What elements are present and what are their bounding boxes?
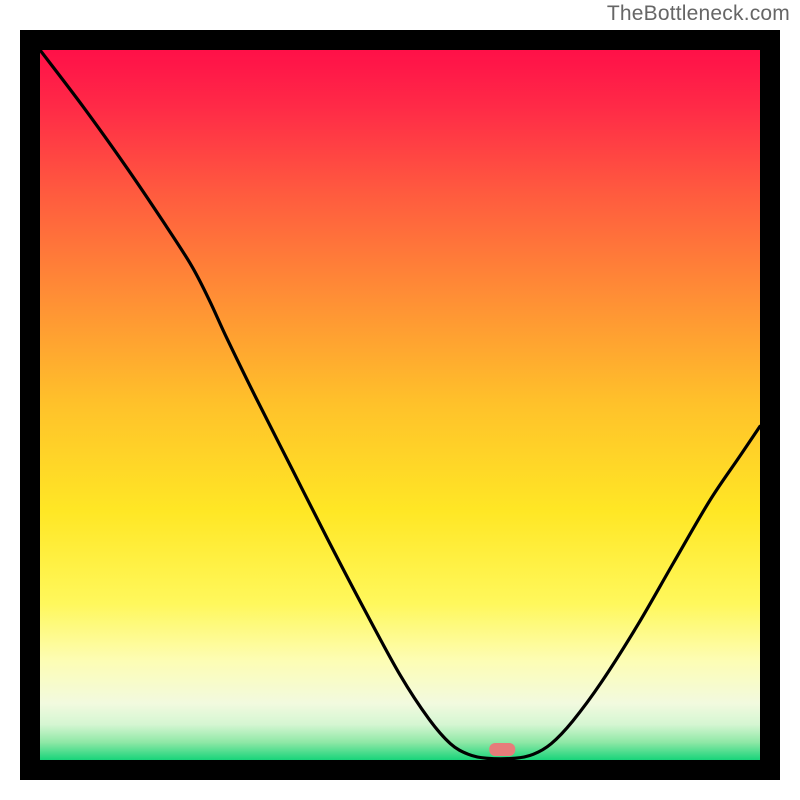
plot-background-gradient: [40, 50, 760, 760]
watermark-text: TheBottleneck.com: [607, 2, 790, 26]
optimal-point-marker: [489, 743, 515, 756]
bottleneck-curve-chart: [0, 0, 800, 800]
